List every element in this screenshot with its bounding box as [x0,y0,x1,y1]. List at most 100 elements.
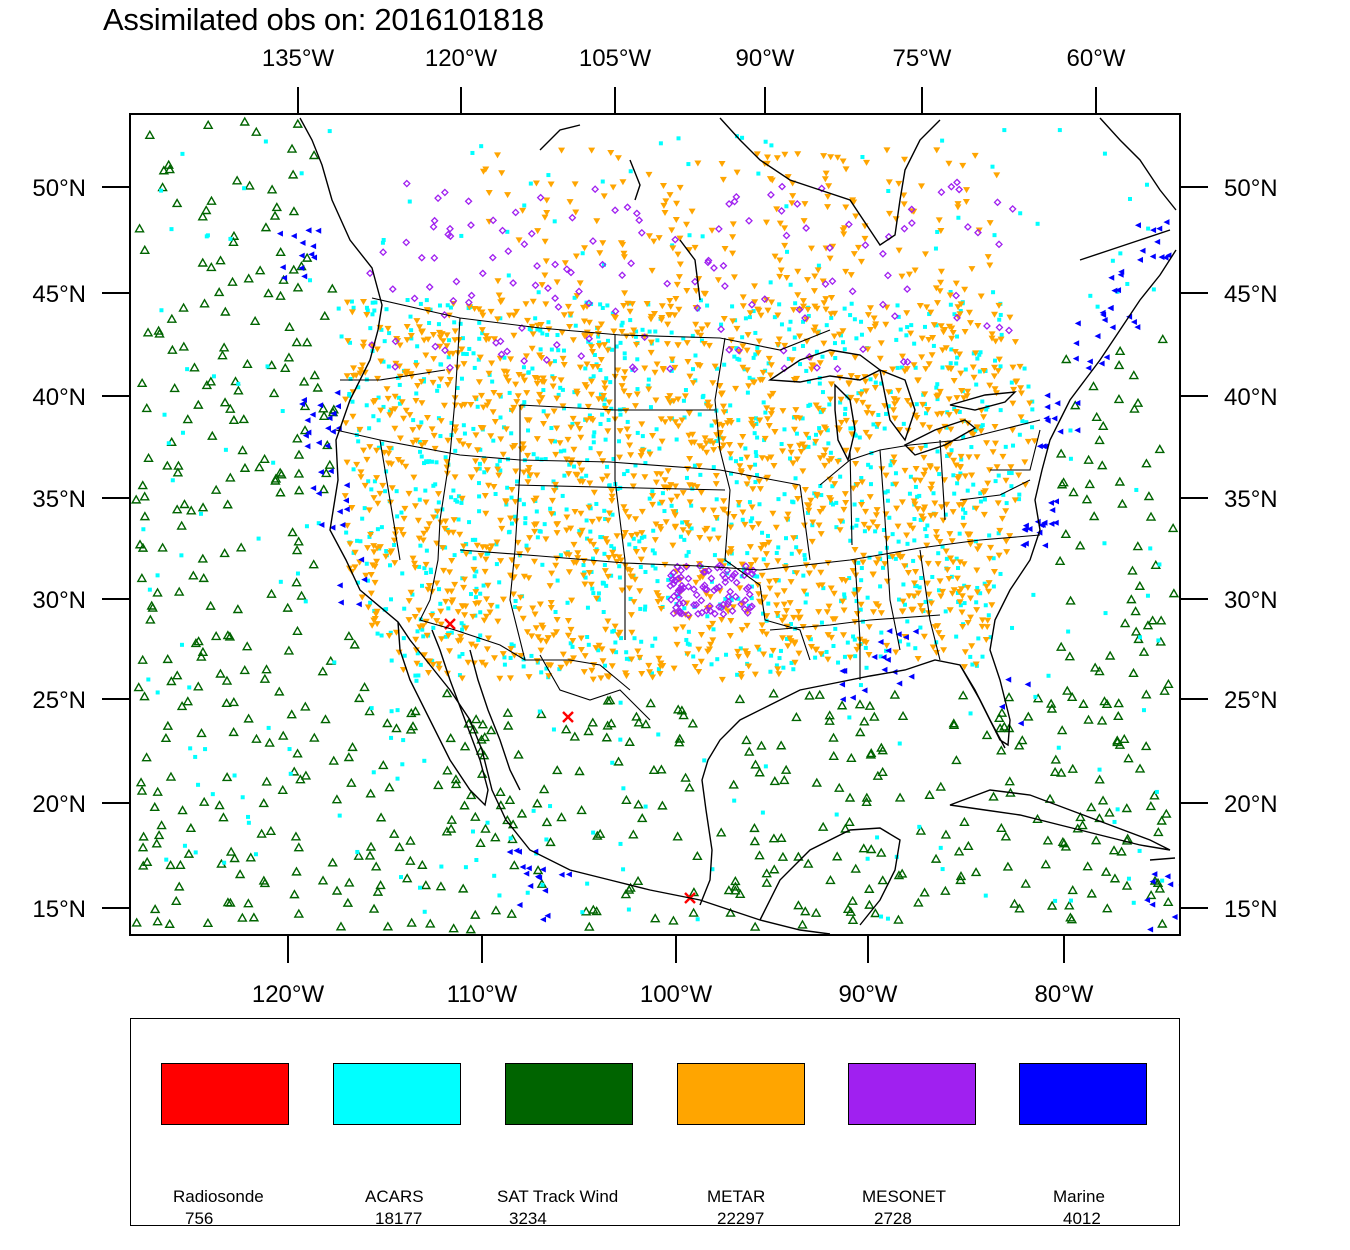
observation-marker [604,408,612,415]
observation-marker [540,882,545,887]
observation-marker [239,462,251,472]
observation-marker [779,635,787,642]
observation-marker [789,622,794,627]
observation-marker [618,340,623,345]
observation-marker [997,317,1002,322]
observation-marker [400,415,408,422]
observation-marker [625,514,633,521]
observation-marker [996,822,1007,833]
observation-marker [866,844,877,854]
observation-marker [988,635,993,640]
observation-marker [360,339,368,346]
legend-label: Radiosonde [173,1187,264,1206]
observation-marker [671,512,679,519]
observation-marker [928,352,936,359]
observation-marker [602,720,613,730]
observation-marker [747,315,752,320]
observation-marker [430,216,439,225]
observation-marker [139,491,150,501]
observation-marker [697,596,706,605]
observation-marker [485,399,493,406]
observation-marker [544,635,552,642]
observation-marker [811,303,819,310]
observation-marker [395,514,400,519]
observation-marker [417,497,422,502]
observation-marker [623,203,632,212]
observation-marker [555,578,560,583]
observation-marker [994,712,1005,722]
observation-marker [745,383,753,390]
observation-marker [197,257,208,267]
observation-marker [645,698,656,708]
observation-marker [179,642,184,647]
observation-marker [879,300,887,309]
observation-marker [271,460,276,465]
observation-marker [604,376,609,381]
observation-marker [641,365,649,372]
observation-marker [603,517,608,522]
observation-marker [712,472,720,479]
observation-marker [687,233,692,238]
observation-marker [754,453,759,458]
observation-marker [927,600,935,607]
observation-marker [502,707,514,717]
observation-marker [991,584,996,589]
observation-marker [147,602,158,612]
observation-marker [589,349,597,356]
observation-marker [728,456,733,461]
observation-marker [993,479,998,484]
observation-marker [1117,498,1128,508]
observation-marker [625,393,633,400]
observation-marker [553,395,561,402]
observation-marker [443,634,448,639]
observation-marker [934,323,939,328]
observation-marker [581,653,589,660]
observation-marker [275,290,286,300]
observation-marker [889,689,901,699]
observation-marker [955,481,960,486]
observation-marker [920,454,928,461]
observation-marker [811,324,819,331]
observation-marker [610,512,615,517]
observation-marker [907,330,915,337]
observation-marker [442,518,450,525]
observation-marker [974,382,979,387]
observation-marker [601,385,609,392]
observation-marker [402,463,410,470]
observation-marker [527,229,536,238]
observation-marker [1164,873,1171,880]
observation-marker [1130,626,1142,636]
observation-marker [205,233,210,238]
observation-marker [1052,498,1059,505]
observation-marker [1098,360,1105,367]
observation-marker [983,603,988,608]
observation-marker [714,439,719,444]
observation-marker [145,614,156,624]
observation-marker [384,607,389,612]
observation-marker [666,298,674,305]
observation-marker [790,535,798,542]
observation-marker [656,667,661,672]
observation-marker [225,472,236,482]
observation-marker [196,727,207,738]
observation-marker [421,379,426,384]
observation-marker [304,524,309,529]
observation-marker [337,813,342,818]
observation-marker [936,288,944,295]
observation-marker [859,566,864,571]
observation-marker [743,454,751,461]
observation-marker [846,654,854,661]
observation-marker [418,400,426,407]
observation-marker [828,750,839,761]
observation-marker [330,410,337,417]
observation-marker [506,273,511,278]
observation-marker [580,318,588,325]
observation-marker [686,499,694,506]
observation-marker [883,147,891,154]
observation-marker [457,637,465,644]
observation-marker [951,473,956,478]
observation-marker [166,676,177,686]
observation-marker [471,351,476,356]
right-lat-label: 15°N [1224,896,1278,923]
observation-marker [568,457,576,464]
